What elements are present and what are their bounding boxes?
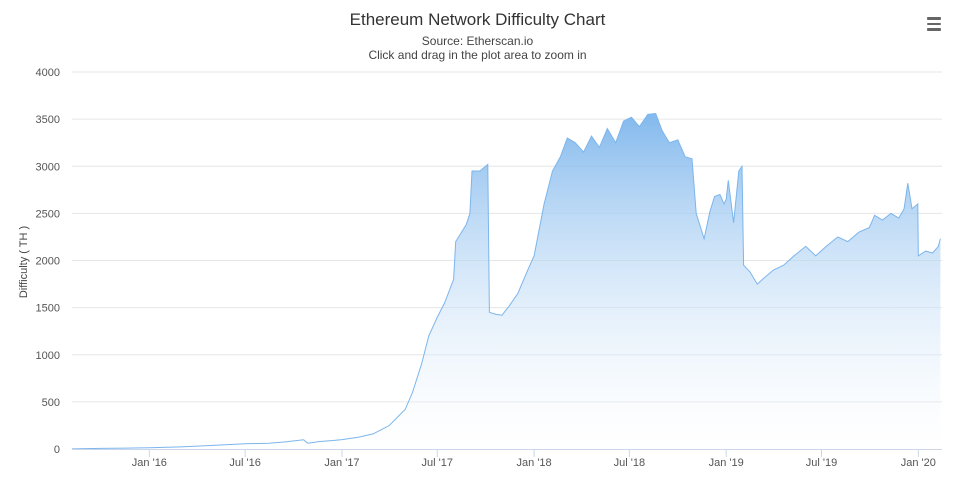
y-tick-label: 3500 [36,114,60,126]
x-tick-label: Jan '17 [324,457,359,469]
x-tick-label: Jul '18 [614,457,645,469]
menu-bar-middle [927,22,941,25]
hamburger-menu-icon[interactable] [922,14,946,34]
y-tick-label: 500 [42,397,60,409]
y-tick-label: 0 [54,444,60,456]
chart-title: Ethereum Network Difficulty Chart [349,10,606,29]
x-tick-label: Jan '18 [517,457,552,469]
y-tick-label: 1500 [36,303,60,315]
x-tick-label: Jan '20 [901,457,936,469]
x-tick-label: Jan '19 [709,457,744,469]
y-axis-label: Difficulty ( TH ) [18,226,30,298]
y-tick-label: 1000 [36,350,60,362]
series-line[interactable] [71,112,941,450]
menu-bar-bottom [927,28,941,31]
series-difficulty[interactable] [71,112,941,450]
x-tick-label: Jul '19 [806,457,837,469]
chart-subtitle-source: Source: Etherscan.io [421,34,534,48]
x-tick-label: Jul '17 [422,457,453,469]
y-tick-label: 3000 [36,161,60,173]
chart-subtitle-hint: Click and drag in the plot area to zoom … [368,48,587,62]
area-fill [72,113,941,449]
y-tick-label: 4000 [36,67,60,79]
menu-bar-top [927,17,941,20]
x-tick-label: Jul '16 [229,457,260,469]
y-tick-label: 2000 [36,256,60,268]
y-tick-label: 2500 [36,208,60,220]
axes: 0 500 1000 1500 2000 2500 3000 3500 4000 Jan '16 J… [36,67,942,469]
x-tick-label: Jan '16 [132,457,167,469]
